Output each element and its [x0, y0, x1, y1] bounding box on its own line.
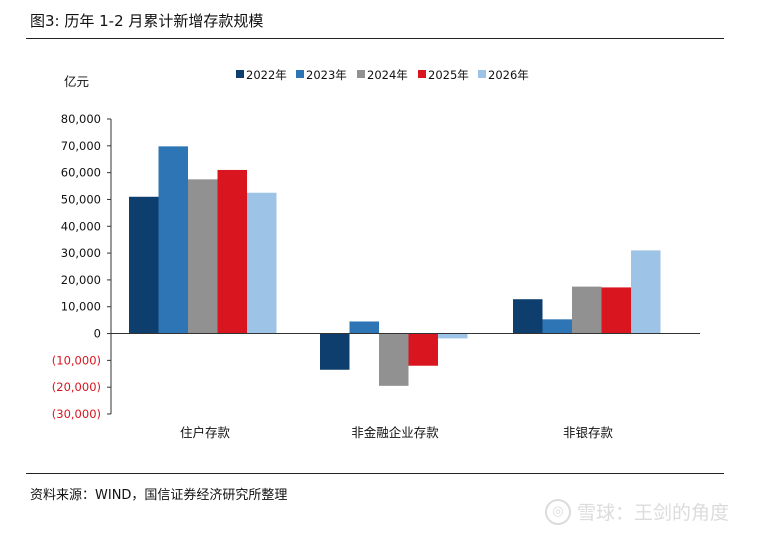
bar-2024-2: [379, 333, 409, 386]
snowball-logo-icon: ◎: [545, 498, 571, 525]
title-rule: [26, 38, 724, 39]
bar-2025-1: [217, 169, 247, 334]
legend: 2022年 2023年 2024年 2025年 2026年: [236, 68, 529, 82]
legend-swatch: [418, 70, 426, 78]
y-tick-label: 30,000: [61, 246, 101, 260]
bar-2022-1: [129, 196, 159, 334]
category-label: 住户存款: [180, 425, 231, 440]
y-tick-label: 0: [94, 327, 101, 341]
category-labels: 住户存款 非金融企业存款 非银存款: [180, 425, 614, 440]
legend-swatch: [296, 70, 304, 78]
y-tick-label: (10,000): [52, 353, 101, 367]
legend-swatch: [478, 70, 486, 78]
bar-2026-2: [438, 333, 468, 339]
watermark: ◎ 雪球：王剑的角度: [545, 498, 729, 525]
y-axis-unit-label: 亿元: [64, 74, 89, 89]
bar-2023-3: [542, 319, 572, 334]
figure-title: 图3: 历年 1-2 月累计新增存款规模: [30, 12, 264, 30]
y-tick-label: 60,000: [61, 166, 101, 180]
legend-swatch: [357, 70, 365, 78]
y-tick-label: (30,000): [52, 407, 101, 421]
y-tick-label: 50,000: [61, 192, 101, 206]
y-tick-label: 40,000: [61, 219, 101, 233]
legend-swatch: [236, 70, 244, 78]
source-note: 资料来源：WIND，国信证券经济研究所整理: [30, 488, 288, 503]
bars: [129, 146, 661, 386]
bar-2024-3: [572, 286, 602, 334]
bar-2022-3: [513, 299, 543, 334]
y-tick-label: 80,000: [61, 112, 101, 126]
category-label: 非银存款: [563, 425, 614, 440]
legend-label: 2022年: [246, 68, 287, 82]
legend-label: 2025年: [428, 68, 469, 82]
watermark-text: 雪球：王剑的角度: [577, 502, 730, 524]
legend-label: 2024年: [367, 68, 408, 82]
y-tick-label: (20,000): [52, 380, 101, 394]
bar-2024-1: [188, 179, 218, 334]
bar-2023-1: [158, 146, 188, 334]
bar-2026-1: [247, 192, 277, 334]
bar-2025-3: [601, 287, 631, 334]
y-tick-label: 70,000: [61, 139, 101, 153]
bar-2023-2: [349, 321, 379, 334]
y-tick-label: 20,000: [61, 273, 101, 287]
y-tick-label: 10,000: [61, 300, 101, 314]
y-axis-ticks: 80,000 70,000 60,000 50,000 40,000 30,000 20,0…: [52, 112, 111, 421]
bar-2025-2: [408, 333, 438, 366]
legend-label: 2023年: [306, 68, 347, 82]
bar-2026-3: [631, 250, 661, 334]
bar-2022-2: [320, 333, 350, 370]
category-label: 非金融企业存款: [351, 425, 439, 440]
legend-label: 2026年: [488, 68, 529, 82]
source-rule: [26, 473, 724, 474]
